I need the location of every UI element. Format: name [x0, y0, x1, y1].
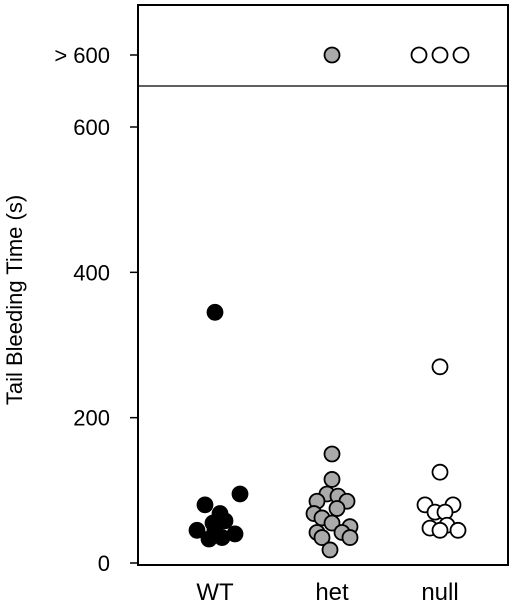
- x-category-label: het: [315, 579, 349, 606]
- y-tick-label: 0: [98, 551, 110, 576]
- data-point: [431, 463, 449, 481]
- y-tick-label: 200: [73, 406, 110, 431]
- data-point: [323, 445, 341, 463]
- data-point: [226, 525, 244, 543]
- x-category-label: WT: [196, 579, 234, 606]
- data-point: [341, 529, 359, 546]
- plot-border: [137, 4, 509, 566]
- x-axis: WT het null: [196, 579, 458, 606]
- data-point: [211, 505, 229, 522]
- plot-frame: [137, 4, 509, 566]
- data-point-over-600: [431, 46, 449, 64]
- data-point: [323, 514, 341, 532]
- data-point: [200, 530, 218, 548]
- data-point: [323, 471, 341, 488]
- x-category-label: null: [421, 579, 458, 606]
- data-point: [431, 358, 449, 376]
- data-point: [431, 521, 449, 539]
- data-point: [188, 521, 206, 539]
- data-point-over-600: [452, 46, 470, 64]
- data-point: [449, 521, 467, 539]
- data-points: [188, 46, 470, 559]
- y-break-label: > 600: [54, 43, 110, 68]
- data-point: [313, 529, 331, 546]
- y-axis: 0 200 400 600 > 600: [54, 43, 138, 576]
- y-axis-label: Tail Bleeding Time (s): [2, 195, 27, 405]
- data-point: [231, 485, 249, 503]
- data-point-over-600: [410, 46, 428, 64]
- data-point: [196, 496, 214, 514]
- data-point: [321, 541, 339, 559]
- data-point: [206, 303, 224, 321]
- y-tick-label: 600: [73, 115, 110, 140]
- data-point-over-600: [323, 46, 341, 64]
- data-point: [328, 500, 346, 517]
- y-tick-label: 400: [73, 260, 110, 285]
